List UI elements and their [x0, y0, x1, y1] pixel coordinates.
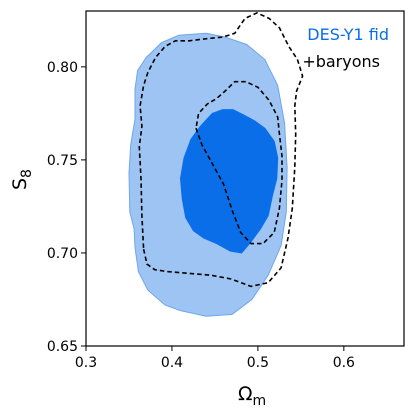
y-axis-label: S8 — [9, 169, 35, 190]
x-tick-label: 0.5 — [247, 355, 269, 371]
x-tick-label: 0.6 — [333, 355, 355, 371]
x-axis-label-sub: m — [253, 393, 267, 409]
y-tick-label: 0.70 — [47, 246, 78, 262]
y-tick-label: 0.75 — [47, 153, 78, 169]
x-tick-label: 0.4 — [161, 355, 183, 371]
legend-label-des-y1-fid: DES-Y1 fid — [307, 25, 389, 44]
x-axis-label: Ωm — [238, 383, 266, 409]
baryons-contour-95 — [138, 12, 304, 288]
plot-frame — [85, 10, 405, 347]
fid-contour-68 — [179, 109, 279, 254]
x-tick-label: 0.3 — [75, 355, 97, 371]
baryons-contour-68 — [195, 80, 283, 245]
y-axis-ticks: 0.65 0.70 0.75 0.80 — [47, 60, 86, 355]
y-tick-label: 0.65 — [47, 339, 78, 355]
x-axis-label-main: Ω — [238, 383, 253, 405]
legend-label-baryons: +baryons — [302, 52, 380, 71]
y-axis-label-sub: 8 — [19, 169, 35, 178]
contour-layer — [128, 12, 304, 317]
x-axis-ticks: 0.3 0.4 0.5 0.6 — [75, 346, 355, 371]
y-tick-label: 0.80 — [47, 60, 78, 76]
y-axis-label-main: S — [9, 178, 31, 190]
